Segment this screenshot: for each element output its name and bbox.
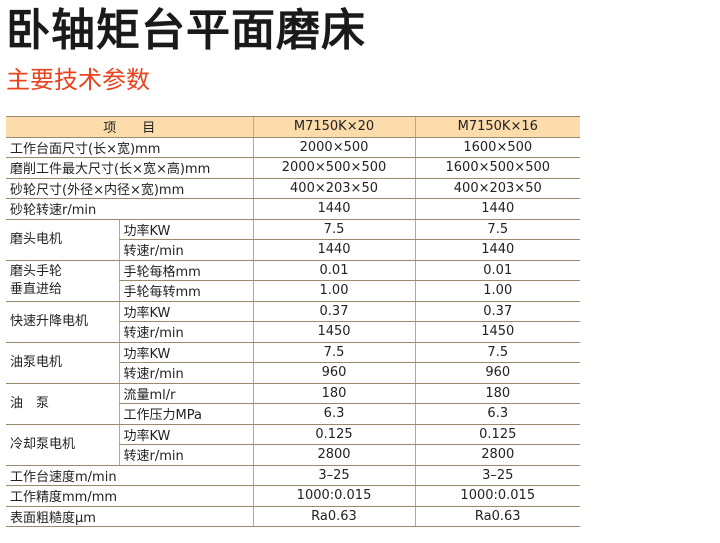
sub-label: 功率KW	[118, 219, 254, 240]
sub-label: 转速r/min	[118, 444, 254, 466]
row-value-2: 1600×500×500	[414, 157, 581, 179]
sub-label: 工作压力MPa	[118, 403, 254, 425]
sub-label: 流量ml/r	[118, 383, 254, 404]
group-label: 油泵电机	[6, 342, 119, 384]
table-row: 砂轮转速r/min 1440 1440	[6, 198, 581, 220]
sub-label: 功率KW	[118, 301, 254, 322]
table-row: 磨头电机 功率KW 7.5 7.5	[6, 219, 581, 261]
row-value-2: 180	[414, 383, 581, 404]
spec-table: 项 目 M7150K×20 M7150K×16 工作台面尺寸(长×宽)mm 20…	[6, 116, 581, 527]
row-value-2: Ra0.63	[414, 506, 581, 527]
group-label-line-1: 磨头手轮	[10, 263, 63, 279]
table-row: 转速r/min 2800 2800	[6, 444, 581, 466]
row-value-1: 7.5	[252, 342, 416, 363]
group-label: 冷却泵电机	[6, 424, 119, 466]
row-value-2: 0.125	[414, 424, 581, 445]
row-value-2: 6.3	[414, 403, 581, 425]
table-row: 转速r/min 960 960	[6, 362, 581, 384]
row-label: 砂轮转速r/min	[6, 198, 254, 220]
group-label: 磨头电机	[6, 219, 119, 261]
header-model-2: M7150K×16	[414, 116, 581, 138]
row-value-1: 7.5	[252, 219, 416, 240]
row-value-2: 1600×500	[414, 137, 581, 158]
header-model-1: M7150K×20	[252, 116, 416, 138]
table-row: 工作精度mm/mm 1000:0.015 1000:0.015	[6, 485, 581, 507]
row-value-1: 960	[252, 362, 416, 384]
table-row: 磨削工件最大尺寸(长×宽×高)mm 2000×500×500 1600×500×…	[6, 157, 581, 179]
row-label: 工作台面尺寸(长×宽)mm	[6, 137, 254, 158]
row-value-1: 1440	[252, 239, 416, 261]
row-value-2: 1.00	[414, 280, 581, 302]
group-label-line-2: 垂直进给	[10, 281, 63, 297]
table-row: 工作台面尺寸(长×宽)mm 2000×500 1600×500	[6, 137, 581, 158]
sub-label: 转速r/min	[118, 321, 254, 343]
row-value-2: 2800	[414, 444, 581, 466]
sub-label: 手轮每转mm	[118, 280, 254, 302]
row-value-2: 1000:0.015	[414, 485, 581, 507]
row-value-2: 7.5	[414, 342, 581, 363]
row-value-1: 2000×500×500	[252, 157, 416, 179]
row-label: 工作精度mm/mm	[6, 485, 254, 507]
table-row: 磨头手轮垂直进给 手轮每格mm 0.01 0.01	[6, 260, 581, 302]
page-title: 卧轴矩台平面磨床	[6, 5, 366, 56]
sub-label: 功率KW	[118, 424, 254, 445]
header-item: 项 目	[6, 116, 254, 138]
page-subtitle: 主要技术参数	[6, 66, 150, 94]
table-row: 工作压力MPa 6.3 6.3	[6, 403, 581, 425]
row-label: 工作台速度m/min	[6, 465, 254, 486]
row-value-1: 1440	[252, 198, 416, 220]
row-value-1: 2000×500	[252, 137, 416, 158]
row-value-2: 0.01	[414, 260, 581, 281]
table-row: 油泵电机 功率KW 7.5 7.5	[6, 342, 581, 384]
row-value-2: 7.5	[414, 219, 581, 240]
row-value-1: Ra0.63	[252, 506, 416, 527]
row-value-1: 2800	[252, 444, 416, 466]
row-label: 表面粗糙度μm	[6, 506, 254, 527]
row-value-2: 1440	[414, 239, 581, 261]
table-row: 手轮每转mm 1.00 1.00	[6, 280, 581, 302]
sub-label: 功率KW	[118, 342, 254, 363]
row-value-1: 180	[252, 383, 416, 404]
group-label: 油 泵	[6, 383, 119, 425]
table-row: 冷却泵电机 功率KW 0.125 0.125	[6, 424, 581, 466]
sub-label: 转速r/min	[118, 362, 254, 384]
row-label: 砂轮尺寸(外径×内径×宽)mm	[6, 178, 254, 199]
table-header-row: 项 目 M7150K×20 M7150K×16	[6, 116, 581, 138]
row-value-1: 400×203×50	[252, 178, 416, 199]
row-value-1: 1450	[252, 321, 416, 343]
table-row: 转速r/min 1440 1440	[6, 239, 581, 261]
row-value-1: 3–25	[252, 465, 416, 486]
table-row: 油 泵 流量ml/r 180 180	[6, 383, 581, 425]
table-row: 砂轮尺寸(外径×内径×宽)mm 400×203×50 400×203×50	[6, 178, 581, 199]
row-label: 磨削工件最大尺寸(长×宽×高)mm	[6, 157, 254, 179]
sub-label: 转速r/min	[118, 239, 254, 261]
group-label: 快速升降电机	[6, 301, 119, 343]
row-value-1: 1.00	[252, 280, 416, 302]
row-value-1: 0.01	[252, 260, 416, 281]
row-value-2: 1440	[414, 198, 581, 220]
row-value-2: 0.37	[414, 301, 581, 322]
group-label: 磨头手轮 垂直进给	[6, 260, 119, 302]
row-value-1: 0.37	[252, 301, 416, 322]
row-value-1: 1000:0.015	[252, 485, 416, 507]
row-value-2: 3–25	[414, 465, 581, 486]
table-row: 快速升降电机 功率KW 0.37 0.37	[6, 301, 581, 343]
sub-label: 手轮每格mm	[118, 260, 254, 281]
row-value-2: 960	[414, 362, 581, 384]
row-value-2: 1450	[414, 321, 581, 343]
row-value-2: 400×203×50	[414, 178, 581, 199]
row-value-1: 6.3	[252, 403, 416, 425]
row-value-1: 0.125	[252, 424, 416, 445]
table-row: 转速r/min 1450 1450	[6, 321, 581, 343]
table-row: 表面粗糙度μm Ra0.63 Ra0.63	[6, 506, 581, 527]
table-row: 工作台速度m/min 3–25 3–25	[6, 465, 581, 486]
